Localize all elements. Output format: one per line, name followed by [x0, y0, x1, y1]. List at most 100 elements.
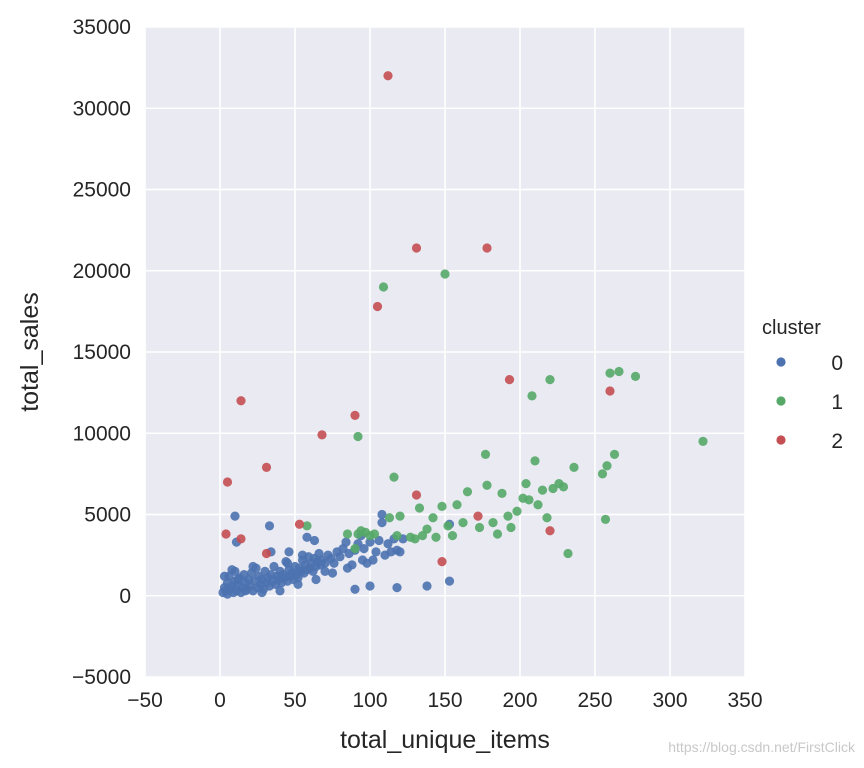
data-point-cluster-2 [294, 519, 305, 529]
data-point-cluster-1 [482, 480, 492, 490]
x-tick-label: 250 [577, 689, 612, 712]
x-axis-label: total_unique_items [340, 726, 550, 754]
x-tick-label: 350 [727, 689, 762, 712]
y-tick-label: 15000 [73, 341, 131, 364]
data-point-cluster-2 [437, 557, 447, 567]
data-point-cluster-1 [497, 488, 507, 498]
x-tick-label: 50 [283, 689, 306, 712]
data-point-cluster-0 [282, 558, 293, 568]
data-point-cluster-2 [236, 534, 246, 544]
data-point-cluster-0 [371, 547, 381, 557]
data-point-cluster-0 [357, 555, 368, 565]
data-point-cluster-1 [609, 449, 620, 459]
y-axis-label: total_sales [16, 292, 44, 412]
data-point-cluster-0 [374, 535, 384, 546]
data-point-cluster-1 [521, 479, 531, 489]
data-point-cluster-1 [533, 500, 543, 510]
x-tick-label: 0 [214, 689, 226, 712]
data-point-cluster-0 [335, 552, 345, 562]
data-point-cluster-0 [395, 547, 405, 557]
x-tick-label: −50 [127, 689, 163, 712]
data-point-cluster-1 [698, 436, 708, 446]
data-point-cluster-2 [261, 548, 272, 559]
data-point-cluster-1 [542, 513, 552, 523]
data-point-cluster-0 [377, 509, 387, 520]
data-point-cluster-0 [293, 579, 303, 589]
data-point-cluster-2 [411, 243, 422, 253]
data-point-cluster-1 [417, 531, 428, 541]
data-point-cluster-0 [422, 581, 432, 591]
data-point-cluster-0 [219, 571, 230, 581]
data-point-cluster-0 [342, 563, 353, 573]
data-point-cluster-1 [474, 522, 485, 533]
data-point-cluster-0 [230, 511, 240, 521]
data-point-cluster-0 [302, 532, 312, 542]
data-point-cluster-2 [350, 410, 360, 420]
data-point-cluster-1 [392, 531, 402, 541]
data-point-cluster-1 [605, 368, 615, 378]
data-point-cluster-1 [545, 375, 555, 385]
data-point-cluster-0 [297, 550, 308, 560]
y-tick-label: 30000 [73, 97, 131, 120]
data-points [218, 71, 708, 599]
data-point-cluster-1 [506, 522, 516, 533]
data-point-cluster-1 [378, 282, 389, 292]
data-point-cluster-0 [248, 561, 258, 572]
legend: cluster 0 1 2 [762, 317, 843, 453]
data-point-cluster-2 [411, 490, 422, 500]
data-point-cluster-1 [462, 487, 473, 497]
data-point-cluster-1 [480, 449, 491, 459]
data-point-cluster-0 [233, 574, 243, 585]
data-point-cluster-1 [597, 469, 608, 479]
legend-title: cluster [762, 317, 821, 339]
data-point-cluster-1 [600, 514, 611, 524]
data-point-cluster-0 [311, 574, 321, 585]
data-point-cluster-2 [504, 375, 515, 385]
data-point-cluster-1 [437, 501, 447, 511]
y-tick-label: 5000 [84, 504, 131, 527]
data-point-cluster-1 [492, 529, 503, 539]
data-point-cluster-2 [222, 477, 233, 487]
x-tick-label: 200 [502, 689, 537, 712]
legend-label-0: 0 [831, 352, 843, 375]
data-point-cluster-1 [422, 524, 432, 534]
data-point-cluster-1 [488, 518, 498, 528]
legend-marker-2 [776, 435, 786, 445]
data-point-cluster-0 [327, 568, 338, 578]
data-point-cluster-0 [392, 583, 402, 593]
y-tick-labels: −5000 0 5000 10000 15000 20000 25000 30000 35000 [72, 16, 131, 689]
data-point-cluster-0 [264, 521, 275, 531]
legend-marker-1 [776, 396, 786, 406]
data-point-cluster-1 [569, 462, 579, 472]
data-point-cluster-1 [512, 506, 522, 516]
data-point-cluster-0 [227, 565, 237, 575]
data-point-cluster-1 [414, 503, 425, 513]
data-point-cluster-1 [389, 472, 399, 482]
y-tick-label: 0 [119, 585, 131, 608]
data-point-cluster-0 [309, 535, 320, 546]
data-point-cluster-1 [537, 485, 548, 495]
data-point-cluster-1 [614, 366, 624, 377]
data-point-cluster-1 [410, 534, 420, 544]
data-point-cluster-1 [428, 513, 438, 523]
data-point-cluster-2 [545, 526, 555, 536]
data-point-cluster-1 [630, 371, 641, 381]
data-point-cluster-1 [350, 544, 360, 554]
data-point-cluster-2 [236, 396, 246, 406]
data-point-cluster-1 [602, 461, 612, 471]
watermark: https://blog.csdn.net/FirstClick [668, 739, 856, 755]
data-point-cluster-0 [284, 547, 294, 557]
data-point-cluster-0 [368, 555, 378, 565]
data-point-cluster-1 [563, 548, 573, 559]
data-point-cluster-1 [530, 456, 540, 466]
y-tick-label: 10000 [73, 422, 131, 445]
x-tick-label: 150 [427, 689, 462, 712]
data-point-cluster-0 [444, 576, 455, 586]
data-point-cluster-2 [317, 430, 327, 440]
x-tick-label: 100 [352, 689, 387, 712]
data-point-cluster-1 [342, 529, 353, 539]
data-point-cluster-0 [350, 584, 360, 594]
data-point-cluster-0 [320, 566, 330, 576]
data-point-cluster-1 [503, 511, 513, 521]
